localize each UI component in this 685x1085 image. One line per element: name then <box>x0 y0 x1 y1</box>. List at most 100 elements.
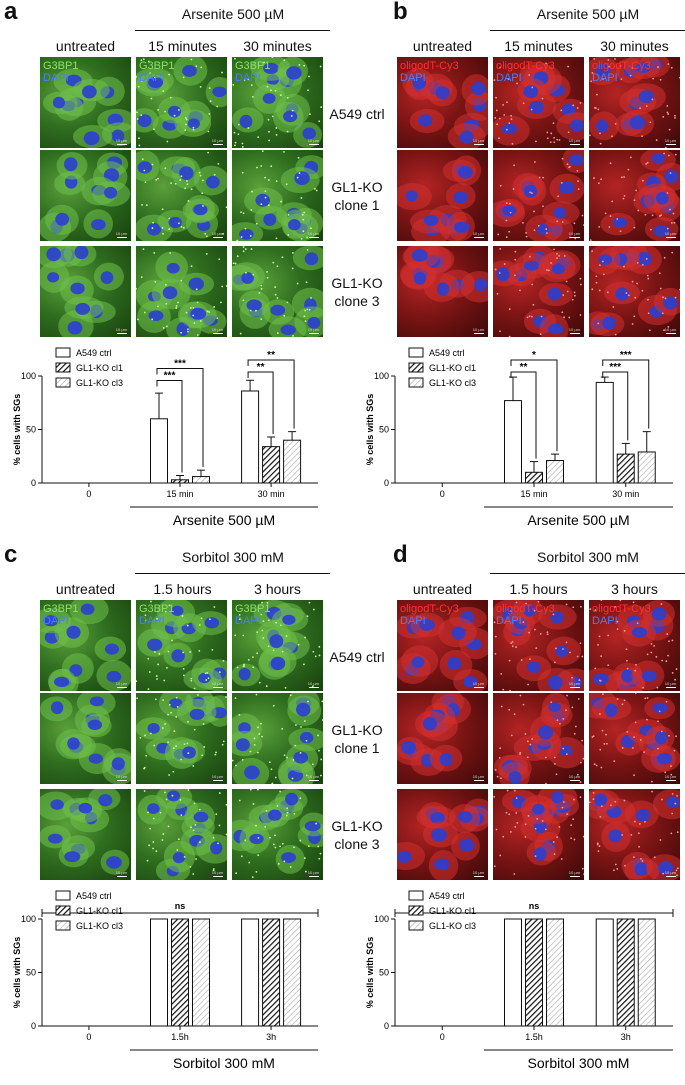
cell-texture <box>397 606 488 691</box>
y-tick-label: 100 <box>21 371 36 381</box>
scale-bar <box>213 333 223 334</box>
scale-bar-label: 10 µm <box>472 681 484 686</box>
micrograph-tile: oligodT-Cy3 DAPI 10 µm <box>589 57 680 148</box>
x-tick-label: 1.5h <box>525 1032 543 1042</box>
legend-swatch <box>55 920 71 931</box>
legend-label: GL1-KO cl1 <box>76 906 123 916</box>
scale-bar-label: 10 µm <box>568 870 580 875</box>
bar <box>171 918 189 1027</box>
bar <box>241 390 260 484</box>
treatment-header: Sorbitol 300 mM <box>182 549 284 565</box>
scale-bar-label: 10 µm <box>472 774 484 779</box>
cell-texture <box>589 600 678 691</box>
column-header-time-2: 30 minutes <box>600 38 669 54</box>
cell-texture <box>493 61 584 146</box>
significance-label: ** <box>520 362 528 373</box>
scale-bar-label: 10 µm <box>568 327 580 332</box>
significance-label: * <box>532 350 536 361</box>
stain-label-dapi: DAPI <box>235 615 261 627</box>
stain-label-primary: G3BP1 <box>43 60 79 72</box>
scale-bar <box>474 333 484 334</box>
scale-bar <box>570 780 580 781</box>
scale-bar <box>117 687 127 688</box>
scale-bar-label: 10 µm <box>211 138 223 143</box>
significance-label: *** <box>164 371 176 382</box>
column-header-untreated: untreated <box>412 38 473 54</box>
micrograph-tile: G3BP1 DAPI 10 µm <box>40 600 131 691</box>
bar <box>171 479 189 484</box>
y-tick-label: 0 <box>384 478 389 488</box>
figure-panel-c: c Sorbitol 300 mM untreated 1.5 hours 3 … <box>0 541 385 1085</box>
legend-swatch <box>408 920 424 931</box>
legend-label: GL1-KO cl1 <box>429 906 476 916</box>
bar <box>504 400 522 484</box>
legend-label: A549 ctrl <box>429 891 465 901</box>
scale-bar <box>309 780 319 781</box>
micrograph-tile: G3BP1 DAPI 10 µm <box>232 600 323 691</box>
legend-swatch <box>55 377 71 388</box>
scale-bar-label: 10 µm <box>307 231 319 236</box>
stain-label-dapi: DAPI <box>400 72 426 84</box>
scale-bar-label: 10 µm <box>664 138 676 143</box>
cell-texture <box>397 798 488 880</box>
stain-label-dapi: DAPI <box>235 72 261 84</box>
cell-texture <box>589 150 680 241</box>
column-header-time-2: 30 minutes <box>243 38 312 54</box>
bar <box>616 453 635 484</box>
scale-bar-label: 10 µm <box>568 231 580 236</box>
cell-texture <box>493 246 582 337</box>
scale-bar-label: 10 µm <box>211 774 223 779</box>
stain-label-primary: oligodT-Cy3 <box>592 603 651 615</box>
y-tick-label: 50 <box>26 425 36 435</box>
y-tick-label: 50 <box>379 425 389 435</box>
scale-bar <box>117 144 127 145</box>
bar <box>616 918 635 1027</box>
micrograph-tile: 10 µm <box>397 246 488 337</box>
scale-bar <box>666 876 676 877</box>
scale-bar-label: 10 µm <box>115 231 127 236</box>
bar <box>192 476 210 484</box>
scale-bar-label: 10 µm <box>115 774 127 779</box>
micrograph-tile: G3BP1 DAPI 10 µm <box>136 57 227 148</box>
scale-bar <box>474 780 484 781</box>
scale-bar-label: 10 µm <box>664 774 676 779</box>
cell-texture <box>40 789 130 875</box>
legend-swatch <box>408 377 424 388</box>
scale-bar-label: 10 µm <box>115 138 127 143</box>
significance-label: ** <box>257 362 265 373</box>
stain-label-dapi: DAPI <box>139 615 165 627</box>
y-axis-label: % cells with SGs <box>12 937 22 1009</box>
panel-letter: b <box>393 0 408 25</box>
panel-letter: c <box>4 541 18 568</box>
figure-panel-b: b Arsenite 500 µM untreated 15 minutes 3… <box>343 0 685 542</box>
bar <box>637 918 656 1027</box>
legend-label: GL1-KO cl3 <box>429 378 476 388</box>
legend-label: GL1-KO cl1 <box>76 363 123 373</box>
scale-bar-label: 10 µm <box>568 138 580 143</box>
scale-bar <box>570 687 580 688</box>
column-header-untreated: untreated <box>55 581 116 597</box>
scale-bar-label: 10 µm <box>664 681 676 686</box>
legend-label: GL1-KO cl3 <box>76 378 123 388</box>
cell-texture <box>397 693 471 776</box>
micrograph-tile: 10 µm <box>40 693 131 784</box>
row-label-0: A549 ctrl <box>329 106 385 122</box>
x-tick-label: 1.5h <box>171 1032 189 1042</box>
legend-label: A549 ctrl <box>429 348 465 358</box>
x-tick-label: 0 <box>86 1032 91 1042</box>
column-header-untreated: untreated <box>412 581 473 597</box>
cell-texture <box>136 150 227 241</box>
stain-label-dapi: DAPI <box>43 72 69 84</box>
significance-bracket <box>156 380 183 473</box>
stain-label-dapi: DAPI <box>592 615 618 627</box>
scale-bar <box>213 780 223 781</box>
micrograph-tile: 10 µm <box>397 150 488 241</box>
cell-texture <box>40 246 124 337</box>
x-tick-label: 3h <box>621 1032 631 1042</box>
y-tick-label: 0 <box>384 1021 389 1031</box>
column-header-time-2: 3 hours <box>611 581 658 597</box>
micrograph-tile: 10 µm <box>136 150 227 241</box>
micrograph-tile: 10 µm <box>232 693 323 784</box>
treatment-header: Arsenite 500 µM <box>536 6 640 22</box>
